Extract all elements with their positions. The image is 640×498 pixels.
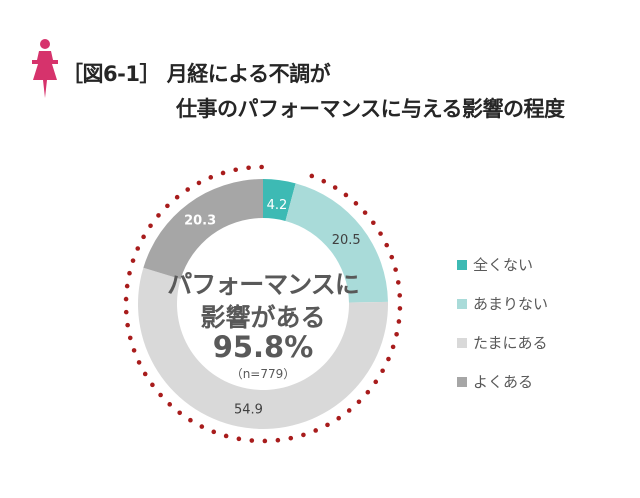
legend-swatch — [457, 259, 467, 270]
donut-segment — [263, 179, 296, 221]
highlight-dot — [123, 296, 129, 302]
highlight-dot — [371, 220, 376, 226]
highlight-dot — [211, 429, 217, 435]
highlight-dot — [233, 167, 238, 173]
center-label-line2: 影響がある — [200, 303, 326, 332]
highlight-dot — [313, 428, 318, 433]
highlight-dot — [130, 258, 136, 263]
highlight-dot — [365, 389, 371, 395]
highlight-dot — [127, 270, 132, 276]
highlight-dot — [246, 165, 251, 171]
highlight-dot — [177, 410, 182, 416]
highlight-dot — [356, 399, 362, 405]
legend-item: あまりない — [457, 293, 548, 314]
highlight-dot — [386, 356, 391, 362]
highlight-dot — [148, 223, 153, 229]
highlight-dot — [220, 170, 226, 176]
highlight-dot — [301, 432, 306, 438]
chart-title-line2: 仕事のパフォーマンスに与える影響の程度 — [176, 97, 565, 121]
highlight-dot — [262, 438, 268, 444]
legend-swatch — [457, 298, 467, 309]
highlight-dot — [174, 194, 180, 200]
highlight-dot — [396, 319, 402, 324]
highlight-dot — [124, 283, 130, 289]
highlight-dot — [362, 210, 368, 215]
highlight-dot — [150, 382, 155, 388]
highlight-dot — [390, 344, 396, 350]
chart-title-line1: ［図6-1］ 月経による不調が — [62, 62, 331, 86]
highlight-dot — [249, 438, 255, 443]
woman-icon — [32, 39, 58, 98]
highlight-dot — [332, 185, 338, 190]
highlight-dot — [236, 436, 242, 442]
highlight-dot — [136, 360, 142, 365]
legend-label: よくある — [473, 373, 534, 391]
legend-swatch — [457, 376, 467, 387]
highlight-dot — [167, 402, 173, 407]
highlight-dot — [380, 368, 385, 374]
highlight-dot — [131, 348, 137, 353]
highlight-dot — [165, 203, 170, 209]
legend-item: よくある — [457, 371, 533, 392]
highlight-dot — [346, 408, 352, 413]
highlight-dot — [158, 392, 163, 398]
data-label: 20.5 — [332, 233, 361, 248]
highlight-dot — [389, 254, 395, 260]
data-label: 54.9 — [234, 402, 263, 417]
highlight-dot — [325, 422, 330, 428]
highlight-dot — [397, 293, 403, 298]
donut-segment — [285, 183, 388, 303]
highlight-dot — [123, 309, 129, 315]
legend-item: 全くない — [457, 254, 533, 275]
highlight-dot — [259, 164, 264, 170]
center-n: （n=779） — [230, 367, 296, 381]
highlight-dot — [141, 234, 146, 240]
legend-label: あまりない — [473, 295, 549, 313]
highlight-dot — [378, 231, 383, 236]
highlight-dot — [336, 415, 341, 421]
highlight-dot — [208, 175, 214, 180]
highlight-dot — [288, 435, 294, 441]
highlight-dot — [343, 192, 349, 198]
legend-item: たまにある — [457, 332, 548, 353]
donut-segment — [137, 267, 388, 429]
center-value: 95.8% — [212, 330, 314, 364]
donut-segment — [143, 179, 263, 280]
highlight-dot — [275, 437, 281, 443]
highlight-dot — [394, 331, 399, 337]
highlight-dot — [395, 280, 401, 285]
highlight-dot — [353, 201, 359, 206]
highlight-dot — [135, 246, 141, 251]
highlight-dot — [185, 187, 191, 192]
highlight-dot — [127, 335, 133, 341]
data-label: 4.2 — [267, 198, 288, 213]
highlight-dot — [142, 371, 148, 377]
legend-swatch — [457, 337, 467, 348]
highlight-dot — [397, 306, 403, 311]
highlight-dot — [199, 424, 205, 429]
highlight-dot — [188, 417, 193, 423]
highlight-dot — [321, 178, 327, 184]
highlight-dot — [384, 242, 390, 248]
legend-label: 全くない — [473, 256, 534, 274]
highlight-dot — [373, 379, 379, 385]
highlight-dot — [309, 173, 315, 179]
data-label: 20.3 — [184, 213, 216, 228]
center-label-line1: パフォーマンスに — [167, 270, 360, 299]
highlight-dot — [196, 180, 202, 186]
highlight-dot — [125, 322, 130, 328]
legend-label: たまにある — [473, 334, 548, 352]
highlight-dot — [223, 433, 229, 439]
highlight-dot — [156, 213, 161, 218]
highlight-dot — [393, 267, 398, 272]
